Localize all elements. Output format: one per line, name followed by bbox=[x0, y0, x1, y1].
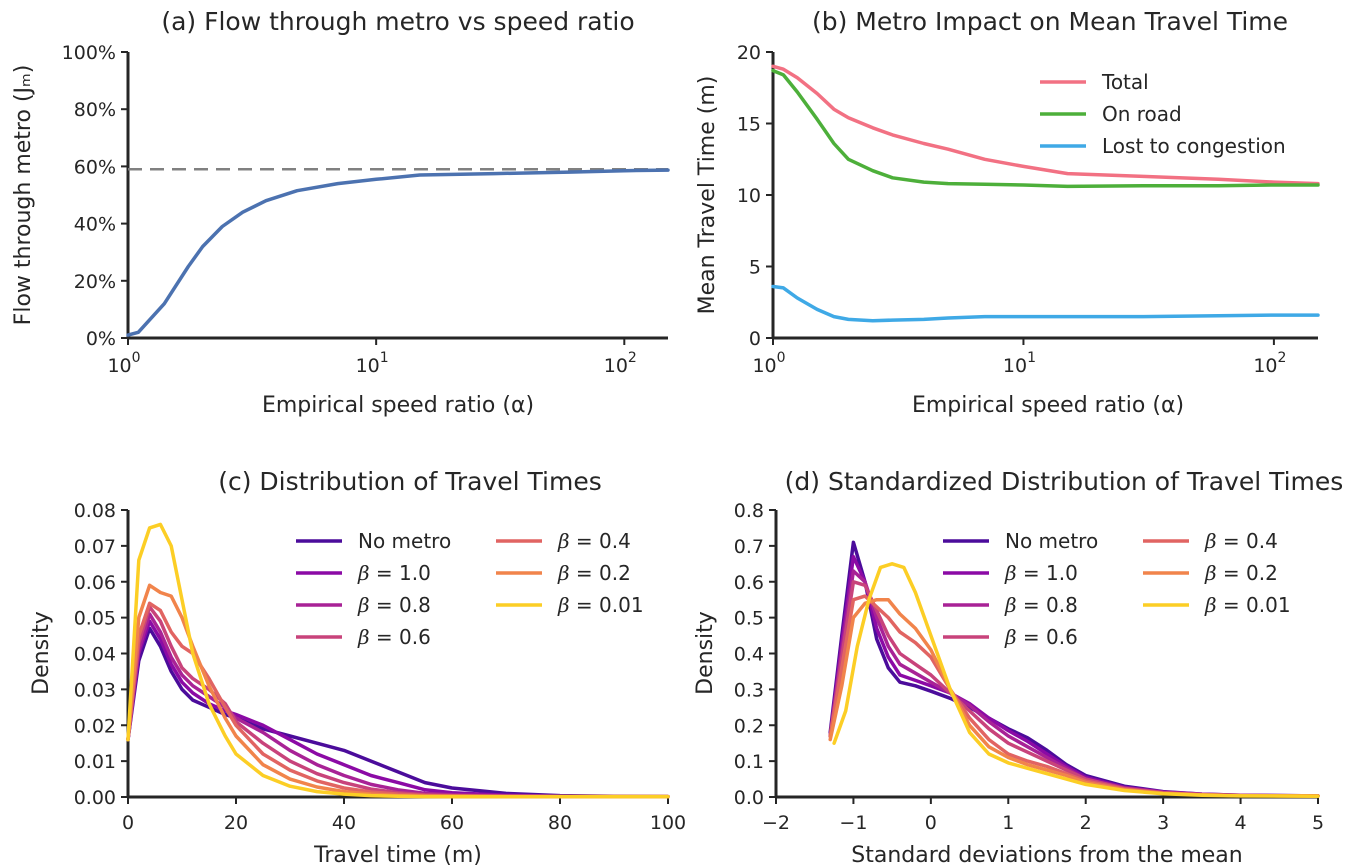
y-tick-label: 0.3 bbox=[734, 679, 764, 701]
series-line-lost-to-congestion bbox=[771, 284, 1320, 323]
panel-d-title: (d) Standardized Distribution of Travel … bbox=[785, 467, 1344, 496]
x-tick-label: 102 bbox=[604, 350, 637, 377]
y-tick-label: 0 bbox=[749, 328, 761, 350]
y-tick-label: 60% bbox=[74, 156, 116, 178]
legend-entry: No metro bbox=[358, 529, 451, 553]
y-tick-label: 0.07 bbox=[74, 536, 116, 558]
series-line-no-metro bbox=[126, 626, 670, 799]
y-axis-label: Mean Travel Time (m) bbox=[695, 76, 720, 315]
y-tick-label: 0.6 bbox=[734, 572, 764, 594]
y-tick-label: 0.04 bbox=[74, 644, 116, 666]
legend-entry: β = 0.6 bbox=[1004, 625, 1078, 649]
x-axis-label: Empirical speed ratio (α) bbox=[262, 393, 534, 418]
panel-b-title: (b) Metro Impact on Mean Travel Time bbox=[812, 7, 1288, 36]
series-line-0-01 bbox=[126, 522, 670, 799]
y-tick-label: 0.4 bbox=[734, 644, 764, 666]
y-axis-label: Flow through metro (Jₘ) bbox=[11, 65, 36, 326]
legend-entry: On road bbox=[1102, 102, 1182, 126]
legend-entry: β = 0.8 bbox=[357, 593, 431, 617]
panel-b: (b) Metro Impact on Mean Travel Time 0 5 10… bbox=[695, 7, 1320, 418]
y-tick-label: 0.08 bbox=[74, 500, 116, 522]
y-tick-label: 0.05 bbox=[74, 608, 116, 630]
y-tick-label: 10 bbox=[737, 185, 761, 207]
panel-c-title: (c) Distribution of Travel Times bbox=[218, 467, 602, 496]
x-tick-label: 101 bbox=[356, 350, 389, 377]
panel-a-title: (a) Flow through metro vs speed ratio bbox=[161, 7, 634, 36]
legend-entry: Lost to congestion bbox=[1102, 134, 1286, 158]
series-line-total bbox=[771, 64, 1320, 186]
y-tick-label: 0.8 bbox=[734, 500, 764, 522]
x-tick-label: 40 bbox=[332, 812, 356, 834]
y-tick-label: 100% bbox=[62, 42, 116, 64]
x-tick-label: 5 bbox=[1312, 812, 1324, 834]
y-tick-label: 20% bbox=[74, 271, 116, 293]
y-tick-label: 20 bbox=[737, 42, 761, 64]
panel-c: (c) Distribution of Travel Times 0.00 0.01… bbox=[29, 467, 686, 867]
panel-a: (a) Flow through metro vs speed ratio 0% 2… bbox=[11, 7, 670, 418]
x-tick-label: 100 bbox=[650, 812, 686, 834]
legend-entry: β = 0.4 bbox=[1204, 529, 1278, 553]
x-tick-label: 0 bbox=[122, 812, 134, 834]
y-tick-label: 0.1 bbox=[734, 751, 764, 773]
legend-entry: β = 0.01 bbox=[557, 593, 644, 617]
legend-entry: β = 1.0 bbox=[1004, 561, 1078, 585]
y-axis-label: Density bbox=[693, 611, 718, 695]
y-tick-label: 0.03 bbox=[74, 679, 116, 701]
x-tick-label: 60 bbox=[440, 812, 464, 834]
x-tick-label: 3 bbox=[1157, 812, 1169, 834]
legend-entry: β = 0.01 bbox=[1204, 593, 1291, 617]
x-axis-label: Travel time (m) bbox=[313, 843, 482, 867]
x-tick-label: 100 bbox=[107, 350, 140, 377]
y-tick-label: 0.7 bbox=[734, 536, 764, 558]
y-tick-label: 0% bbox=[86, 328, 116, 350]
x-tick-label: 100 bbox=[752, 350, 785, 377]
legend-entry: β = 0.4 bbox=[557, 529, 631, 553]
y-axis-label: Density bbox=[29, 611, 54, 695]
legend: No metro β = 1.0 β = 0.8 β = 0.6 β = 0.4 β = … bbox=[296, 529, 644, 649]
x-tick-label: 1 bbox=[1002, 812, 1014, 834]
y-tick-label: 0.02 bbox=[74, 715, 116, 737]
x-tick-label: −2 bbox=[762, 812, 790, 834]
y-tick-label: 40% bbox=[74, 214, 116, 236]
y-tick-label: 0.01 bbox=[74, 751, 116, 773]
legend: No metro β = 1.0 β = 0.8 β = 0.6 β = 0.4 β = … bbox=[943, 529, 1291, 649]
legend-entry: No metro bbox=[1005, 529, 1098, 553]
legend-entry: β = 0.2 bbox=[1204, 561, 1278, 585]
x-tick-label: 0 bbox=[925, 812, 937, 834]
legend-entry: Total bbox=[1101, 70, 1149, 94]
legend-entry: β = 0.6 bbox=[357, 625, 431, 649]
y-tick-label: 0.00 bbox=[74, 787, 116, 809]
legend-entry: β = 0.8 bbox=[1004, 593, 1078, 617]
series-line-on-road bbox=[771, 68, 1320, 189]
legend: Total On road Lost to congestion bbox=[1040, 70, 1286, 158]
x-tick-label: 101 bbox=[1003, 350, 1036, 377]
y-tick-label: 0.5 bbox=[734, 608, 764, 630]
y-tick-label: 0.06 bbox=[74, 572, 116, 594]
y-tick-label: 0.2 bbox=[734, 715, 764, 737]
series-line-0-01 bbox=[832, 562, 1320, 799]
x-tick-label: 102 bbox=[1253, 350, 1286, 377]
panel-d: (d) Standardized Distribution of Travel … bbox=[693, 467, 1343, 867]
y-tick-label: 0.0 bbox=[734, 787, 764, 809]
series-line-0 bbox=[126, 168, 670, 337]
x-tick-label: 4 bbox=[1235, 812, 1247, 834]
x-tick-label: 80 bbox=[548, 812, 572, 834]
y-tick-label: 15 bbox=[737, 114, 761, 136]
y-tick-label: 80% bbox=[74, 99, 116, 121]
y-tick-label: 5 bbox=[749, 257, 761, 279]
x-axis-label: Standard deviations from the mean bbox=[851, 843, 1242, 867]
legend-entry: β = 1.0 bbox=[357, 561, 431, 585]
x-tick-label: −1 bbox=[839, 812, 867, 834]
legend-entry: β = 0.2 bbox=[557, 561, 631, 585]
x-axis-label: Empirical speed ratio (α) bbox=[912, 393, 1184, 418]
x-tick-label: 20 bbox=[224, 812, 248, 834]
x-tick-label: 2 bbox=[1080, 812, 1092, 834]
